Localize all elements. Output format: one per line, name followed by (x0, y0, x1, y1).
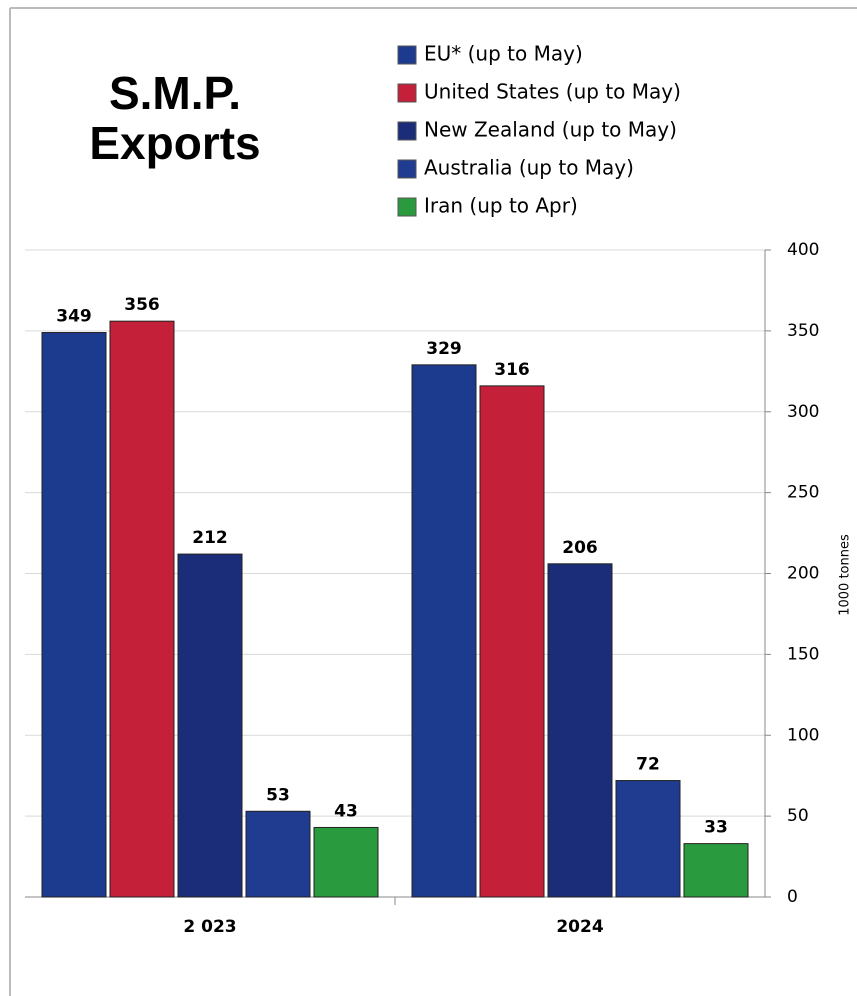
y-tick-label: 200 (787, 564, 819, 584)
data-label: 329 (426, 339, 462, 359)
data-label: 212 (192, 528, 228, 548)
bar (411, 364, 477, 898)
bar (41, 331, 107, 898)
legend-swatch (397, 121, 417, 141)
y-tick-label: 150 (787, 644, 819, 664)
data-label: 33 (704, 818, 728, 838)
data-label: 316 (494, 360, 530, 380)
bar (615, 780, 681, 898)
legend-swatch (397, 83, 417, 103)
y-tick-label: 350 (787, 321, 819, 341)
data-label: 349 (56, 306, 92, 326)
legend-label: EU* (up to May) (424, 42, 583, 66)
legend-swatch (397, 45, 417, 65)
x-tick-label: 2024 (556, 917, 603, 937)
data-label: 72 (636, 755, 660, 775)
data-label: 43 (334, 801, 358, 821)
y-tick-label: 0 (787, 887, 798, 907)
bar (177, 553, 243, 898)
y-tick-label: 300 (787, 402, 819, 422)
y-tick-label: 400 (787, 240, 819, 260)
y-tick-label: 50 (787, 806, 809, 826)
y-tick-label: 250 (787, 483, 819, 503)
bar (479, 385, 545, 898)
bar (313, 826, 379, 898)
legend-label: Australia (up to May) (424, 156, 634, 180)
y-tick-label: 100 (787, 725, 819, 745)
x-tick-label: 2 023 (183, 917, 236, 937)
bar (547, 563, 613, 898)
legend-label: New Zealand (up to May) (424, 118, 677, 142)
legend-label: Iran (up to Apr) (424, 194, 578, 218)
legend-label: United States (up to May) (424, 80, 681, 104)
bar (245, 810, 311, 898)
data-label: 206 (562, 538, 598, 558)
legend-swatch (397, 159, 417, 179)
bar (683, 843, 749, 898)
chart-title: S.M.P. Exports (89, 67, 261, 169)
y-axis-label: 1000 tonnes (838, 534, 853, 616)
data-label: 356 (124, 295, 160, 315)
data-label: 53 (266, 785, 290, 805)
bar (109, 320, 175, 898)
legend-swatch (397, 197, 417, 217)
